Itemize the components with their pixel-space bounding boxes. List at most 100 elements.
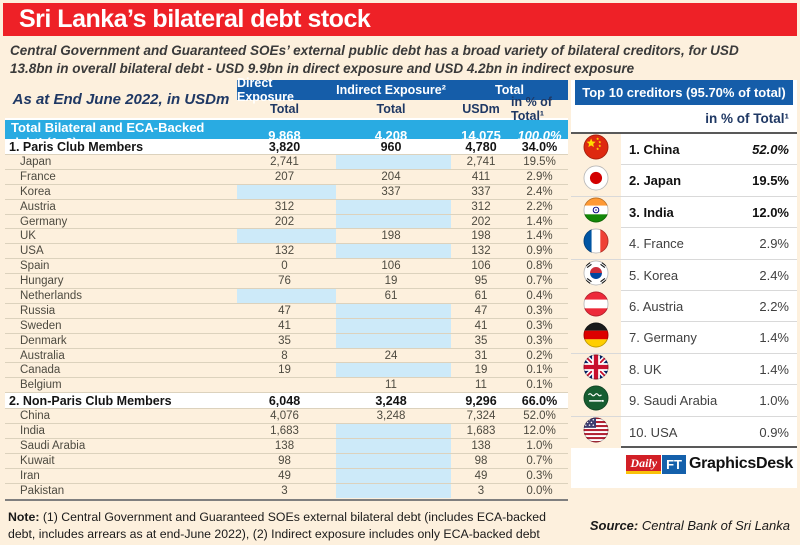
cell-pct-of-total: 0.9% xyxy=(526,245,553,258)
cell-pct-of-total: 2.4% xyxy=(526,185,553,198)
table-row: Total Bilateral and ECA-Backed debt¹ (1+… xyxy=(5,120,568,150)
row-label: UK xyxy=(20,230,36,243)
cell-indirect-exposure xyxy=(336,333,451,348)
creditor-row: 6. Austria 2.2% xyxy=(571,290,797,323)
cell-total-usdm: 95 xyxy=(474,275,488,288)
saudi-arabia-flag-icon xyxy=(583,385,609,416)
germany-flag-icon xyxy=(583,322,609,353)
source-text: Central Bank of Sri Lanka xyxy=(638,518,790,533)
cell-indirect-exposure xyxy=(336,363,451,378)
cell-direct-exposure: 132 xyxy=(274,245,295,258)
row-label: Canada xyxy=(20,364,61,377)
cell-indirect-exposure: 204 xyxy=(381,170,401,183)
creditor-name: 2. Japan xyxy=(629,173,682,189)
cell-pct-of-total: 0.4% xyxy=(526,289,553,302)
row-label: Saudi Arabia xyxy=(20,439,86,452)
cell-pct-of-total: 19.5% xyxy=(523,155,556,168)
cell-direct-exposure: 19 xyxy=(278,364,291,377)
cell-total-usdm: 4,780 xyxy=(451,139,511,154)
creditor-pct: 2.2% xyxy=(759,298,789,314)
row-label: Russia xyxy=(20,304,56,317)
creditor-row: 9. Saudi Arabia 1.0% xyxy=(571,385,797,417)
flag-cell xyxy=(571,259,621,291)
row-label: Sweden xyxy=(20,319,62,332)
page-title-text: Sri Lanka’s bilateral debt stock xyxy=(19,5,371,33)
creditor-pct: 52.0% xyxy=(752,142,789,157)
table-row: Korea 337 337 2.4% xyxy=(5,183,568,199)
row-label: Australia xyxy=(20,349,65,362)
row-label: USA xyxy=(20,245,44,258)
cell-total-usdm: 337 xyxy=(471,185,491,198)
source-attribution: Source: Central Bank of Sri Lanka xyxy=(590,518,790,533)
flag-cell xyxy=(571,228,621,260)
top10-creditor-list: 1. China 52.0% 2. Japan 19.5% 3. India 12.0% 4… xyxy=(571,134,797,448)
row-label: Hungary xyxy=(20,275,64,288)
subheader-usdm: USDm xyxy=(462,102,500,116)
flag-cell xyxy=(571,134,621,165)
cell-indirect-exposure: 198 xyxy=(381,230,401,243)
subheader-indirect-total: Total xyxy=(376,102,406,116)
cell-indirect-exposure: 337 xyxy=(381,185,401,198)
cell-direct-exposure: 4,076 xyxy=(270,410,299,423)
table-row: Saudi Arabia 138 138 1.0% xyxy=(5,438,568,453)
header-divider xyxy=(5,118,568,120)
cell-pct-of-total: 0.1% xyxy=(526,379,553,392)
row-label: Netherlands xyxy=(20,289,83,302)
cell-total-usdm: 7,324 xyxy=(466,410,496,423)
cell-direct-exposure xyxy=(237,378,336,392)
cell-pct-of-total: 52.0% xyxy=(523,410,556,423)
cell-pct-of-total: 0.3% xyxy=(526,469,553,482)
cell-direct-exposure: 202 xyxy=(274,215,295,228)
daily-ft-logo-ft: FT xyxy=(662,454,686,474)
table-row: Russia 47 47 0.3% xyxy=(5,302,568,318)
cell-direct-exposure: 8 xyxy=(281,349,288,362)
table-row: Denmark 35 35 0.3% xyxy=(5,332,568,348)
cell-indirect-exposure xyxy=(336,424,451,439)
cell-pct-of-total: 2.9% xyxy=(526,170,553,183)
cell-pct-of-total: 1.4% xyxy=(526,215,553,228)
creditor-row: 1. China 52.0% xyxy=(571,134,797,166)
cell-pct-of-total: 1.4% xyxy=(526,230,553,243)
cell-direct-exposure: 0 xyxy=(281,260,288,273)
cell-total-usdm: 202 xyxy=(471,215,491,228)
row-label: Kuwait xyxy=(20,454,55,467)
cell-indirect-exposure: 3,248 xyxy=(376,410,406,423)
cell-indirect-exposure xyxy=(336,199,451,214)
creditor-pct: 0.9% xyxy=(759,424,789,440)
table-row: UK 198 198 1.4% xyxy=(5,228,568,244)
flag-cell xyxy=(571,385,621,417)
row-label: Austria xyxy=(20,200,56,213)
creditor-name: 1. China xyxy=(629,142,680,157)
creditor-row: 4. France 2.9% xyxy=(571,228,797,260)
cell-direct-exposure: 2,741 xyxy=(270,155,299,168)
cell-indirect-exposure: 61 xyxy=(384,289,398,302)
cell-pct-of-total: 1.0% xyxy=(526,439,553,452)
creditor-name: 8. UK xyxy=(629,361,662,377)
creditor-name: 6. Austria xyxy=(629,298,684,314)
cell-total-usdm: 312 xyxy=(471,200,491,213)
cell-indirect-exposure xyxy=(336,303,451,318)
row-label: Iran xyxy=(20,469,40,482)
cell-total-usdm: 138 xyxy=(471,439,491,452)
cell-indirect-exposure xyxy=(336,468,451,483)
cell-pct-of-total: 0.7% xyxy=(526,454,553,467)
cell-direct-exposure xyxy=(237,289,336,303)
cell-pct-of-total: 0.3% xyxy=(526,304,553,317)
row-label: Pakistan xyxy=(20,484,65,497)
table-row: Belgium 11 11 0.1% xyxy=(5,377,568,392)
france-flag-icon xyxy=(583,228,609,259)
creditor-pct: 2.9% xyxy=(759,236,789,252)
row-label: India xyxy=(20,425,45,438)
cell-pct-of-total: 0.1% xyxy=(526,364,553,377)
cell-pct-of-total: 0.2% xyxy=(526,349,553,362)
cell-direct-exposure: 49 xyxy=(278,469,291,482)
creditor-name: 3. India xyxy=(629,204,674,220)
subheader-pct-of-total: in % of Total¹ xyxy=(511,95,552,123)
creditor-pct: 19.5% xyxy=(752,173,789,189)
cell-indirect-exposure: 960 xyxy=(336,139,451,154)
footnote: Note: (1) Central Government and Guarant… xyxy=(8,509,560,542)
table-row: Australia 8 24 31 0.2% xyxy=(5,347,568,363)
table-header: As at End June 2022, in USDm Direct Expo… xyxy=(5,76,568,123)
cell-direct-exposure: 98 xyxy=(278,454,291,467)
cell-indirect-exposure xyxy=(336,244,451,259)
